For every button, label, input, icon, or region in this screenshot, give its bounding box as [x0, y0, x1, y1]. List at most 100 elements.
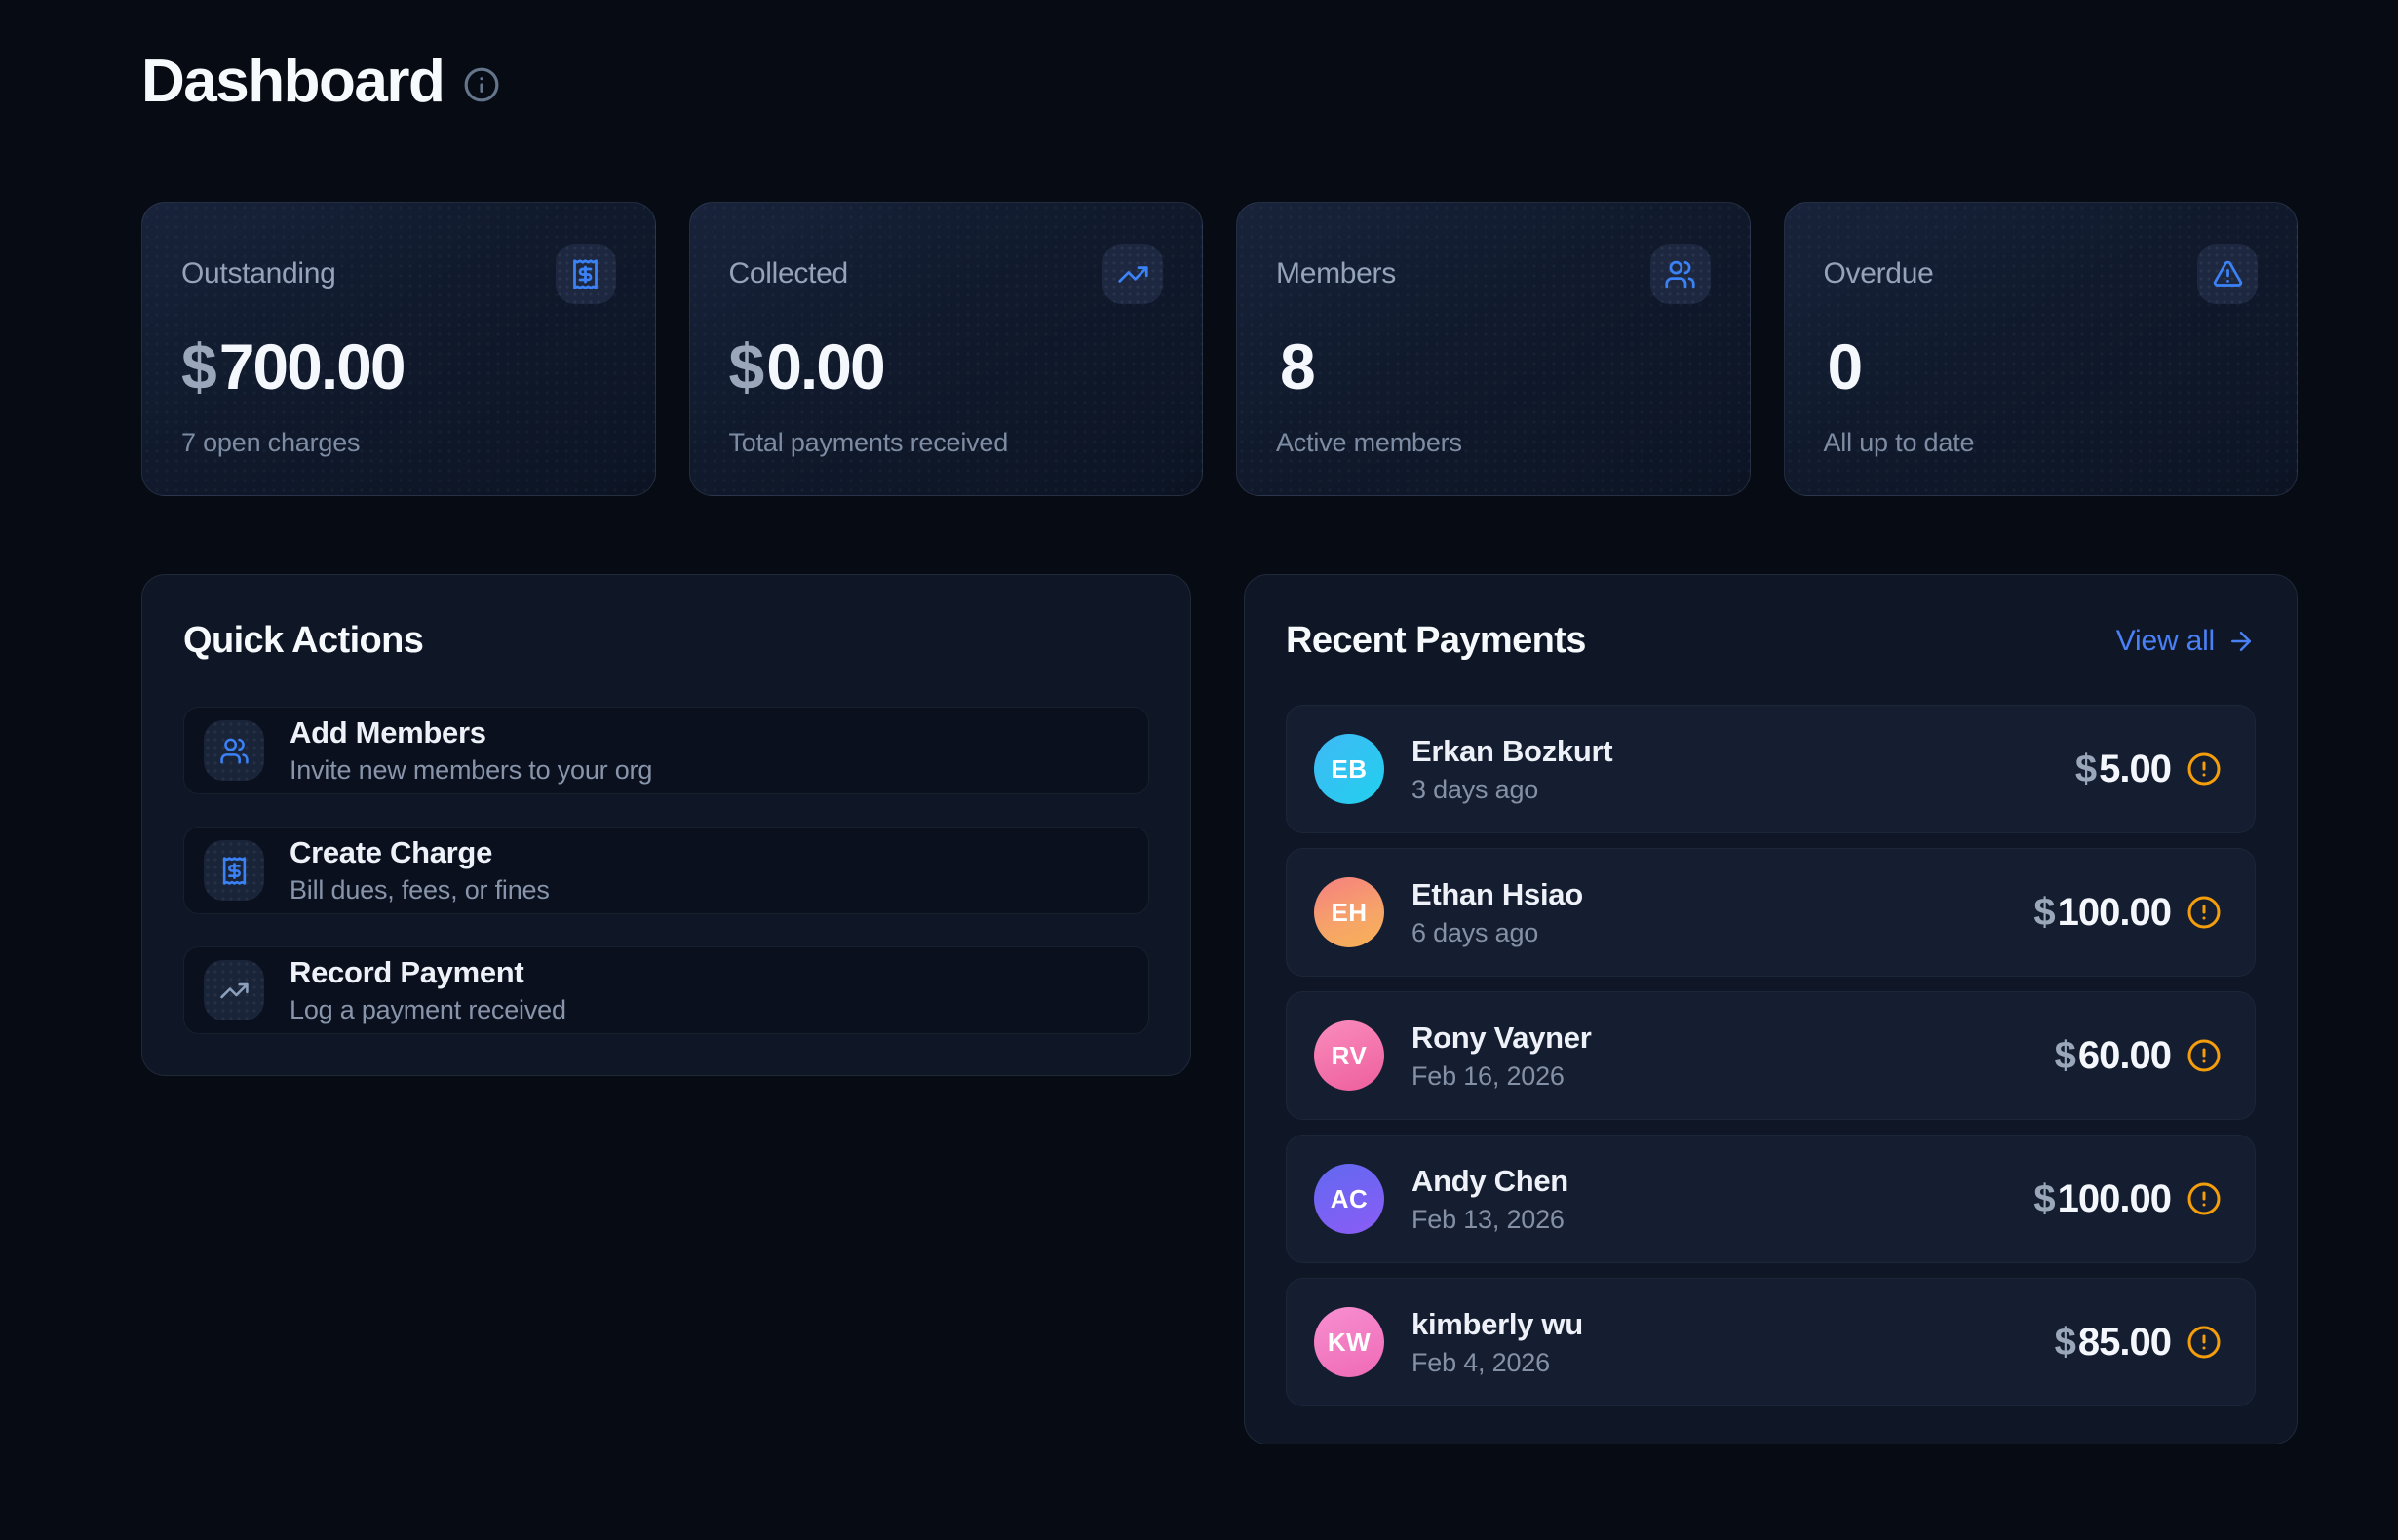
- payment-info: Andy Chen Feb 13, 2026: [1412, 1164, 2033, 1235]
- alert-circle-icon: [2186, 895, 2222, 930]
- action-create-charge[interactable]: Create Charge Bill dues, fees, or fines: [183, 827, 1149, 914]
- stat-value: 0: [1824, 330, 2259, 403]
- payment-amount: $60.00: [2054, 1033, 2172, 1078]
- action-subtitle: Bill dues, fees, or fines: [290, 875, 550, 905]
- payment-right: $85.00: [2055, 1321, 2222, 1365]
- currency-symbol: $: [2054, 1033, 2076, 1077]
- info-icon[interactable]: [463, 66, 500, 103]
- stat-card-outstanding: Outstanding $700.00 7 open charges: [141, 202, 656, 496]
- payment-date: 6 days ago: [1412, 917, 1539, 947]
- trending-up-icon: [1102, 244, 1163, 304]
- amount-value: 5.00: [2099, 747, 2172, 790]
- payment-info: Ethan Hsiao 6 days ago: [1412, 877, 2033, 948]
- stat-label: Members: [1276, 257, 1396, 289]
- stat-card-collected: Collected $0.00 Total payments received: [688, 202, 1203, 496]
- payment-date: Feb 13, 2026: [1412, 1204, 1565, 1234]
- avatar: EB: [1314, 734, 1384, 804]
- users-icon: [1649, 244, 1711, 304]
- quick-actions-title: Quick Actions: [183, 620, 424, 661]
- stat-label: Outstanding: [181, 257, 336, 289]
- dashboard-page: Dashboard Outstanding $700.00 7 open cha…: [141, 47, 2298, 1444]
- page-header: Dashboard: [141, 47, 2298, 116]
- action-record-payment[interactable]: Record Payment Log a payment received: [183, 946, 1149, 1034]
- payment-row[interactable]: KW kimberly wu Feb 4, 2026 $85.00: [1286, 1278, 2256, 1406]
- view-all-label: View all: [2115, 624, 2215, 657]
- avatar: RV: [1314, 1020, 1384, 1091]
- currency-symbol: $: [2054, 1320, 2076, 1364]
- alert-circle-icon: [2186, 1325, 2222, 1360]
- action-add-members[interactable]: Add Members Invite new members to your o…: [183, 707, 1149, 794]
- payment-date: Feb 4, 2026: [1412, 1347, 1550, 1377]
- amount-value: 60.00: [2077, 1033, 2172, 1077]
- action-text: Create Charge Bill dues, fees, or fines: [290, 835, 550, 905]
- payment-right: $60.00: [2055, 1034, 2222, 1078]
- stat-subtext: All up to date: [1823, 428, 1975, 458]
- payment-date: 3 days ago: [1412, 774, 1539, 804]
- payment-info: Rony Vayner Feb 16, 2026: [1412, 1020, 2055, 1092]
- stat-card-members: Members 8 Active members: [1236, 202, 1751, 496]
- stat-card-top: Members: [1276, 244, 1711, 304]
- amount-value: 100.00: [2057, 1176, 2172, 1220]
- amount-value: 100.00: [2057, 890, 2172, 934]
- recent-payments-panel: Recent Payments View all EB Erkan Bozkur…: [1244, 574, 2298, 1444]
- payment-amount: $85.00: [2054, 1320, 2172, 1365]
- action-title: Record Payment: [290, 955, 524, 989]
- payment-row[interactable]: RV Rony Vayner Feb 16, 2026 $60.00: [1286, 991, 2256, 1120]
- payment-right: $100.00: [2033, 891, 2222, 935]
- payment-name: Andy Chen: [1412, 1163, 1568, 1198]
- arrow-right-icon: [2231, 631, 2251, 651]
- payment-amount: $100.00: [2033, 1176, 2172, 1221]
- stat-amount: 0.00: [766, 330, 885, 403]
- page-title: Dashboard: [141, 48, 445, 115]
- payment-name: Erkan Bozkurt: [1412, 733, 1613, 768]
- action-title: Create Charge: [290, 835, 493, 869]
- receipt-icon: [555, 244, 616, 304]
- action-subtitle: Invite new members to your org: [290, 755, 653, 785]
- alert-circle-icon: [2186, 1181, 2222, 1216]
- stat-card-top: Collected: [728, 244, 1163, 304]
- payment-date: Feb 16, 2026: [1412, 1060, 1565, 1091]
- payment-info: Erkan Bozkurt 3 days ago: [1412, 734, 2075, 805]
- action-text: Add Members Invite new members to your o…: [290, 715, 652, 786]
- receipt-icon: [204, 840, 264, 901]
- stat-card-top: Outstanding: [181, 244, 616, 304]
- stat-label: Overdue: [1823, 257, 1934, 289]
- view-all-link[interactable]: View all: [2116, 625, 2256, 658]
- action-subtitle: Log a payment received: [290, 995, 566, 1024]
- payment-right: $5.00: [2075, 748, 2222, 791]
- alert-circle-icon: [2186, 1038, 2222, 1073]
- payment-row[interactable]: AC Andy Chen Feb 13, 2026 $100.00: [1286, 1135, 2256, 1263]
- avatar: EH: [1314, 877, 1384, 947]
- stat-subtext: 7 open charges: [181, 428, 361, 458]
- stat-subtext: Active members: [1276, 428, 1462, 458]
- stat-label: Collected: [728, 257, 849, 289]
- stat-value: $0.00: [728, 330, 1164, 403]
- payment-info: kimberly wu Feb 4, 2026: [1412, 1307, 2055, 1378]
- stat-value: 8: [1276, 330, 1711, 403]
- amount-value: 85.00: [2077, 1320, 2172, 1364]
- stat-card-overdue: Overdue 0 All up to date: [1783, 202, 2298, 496]
- panels-row: Quick Actions Add Members Invite new mem…: [141, 574, 2298, 1444]
- payment-row[interactable]: EH Ethan Hsiao 6 days ago $100.00: [1286, 848, 2256, 977]
- currency-symbol: $: [2033, 890, 2055, 934]
- payment-name: Rony Vayner: [1412, 1020, 1592, 1055]
- currency-symbol: $: [728, 330, 765, 403]
- payment-name: Ethan Hsiao: [1412, 876, 1583, 911]
- avatar: AC: [1314, 1164, 1384, 1234]
- users-icon: [204, 720, 264, 781]
- payment-amount: $5.00: [2075, 747, 2172, 791]
- alert-circle-icon: [2186, 751, 2222, 787]
- currency-symbol: $: [181, 330, 217, 403]
- stat-amount: 0: [1827, 330, 1864, 403]
- quick-actions-panel: Quick Actions Add Members Invite new mem…: [141, 574, 1191, 1076]
- stat-amount: 8: [1280, 330, 1316, 403]
- trending-up-icon: [204, 960, 264, 1020]
- stats-grid: Outstanding $700.00 7 open charges Colle…: [141, 202, 2298, 496]
- action-title: Add Members: [290, 715, 486, 750]
- payment-row[interactable]: EB Erkan Bozkurt 3 days ago $5.00: [1286, 705, 2256, 833]
- stat-value: $700.00: [181, 330, 616, 403]
- stat-amount: 700.00: [218, 330, 406, 403]
- action-text: Record Payment Log a payment received: [290, 955, 566, 1025]
- stat-card-top: Overdue: [1823, 244, 2258, 304]
- currency-symbol: $: [2033, 1176, 2055, 1220]
